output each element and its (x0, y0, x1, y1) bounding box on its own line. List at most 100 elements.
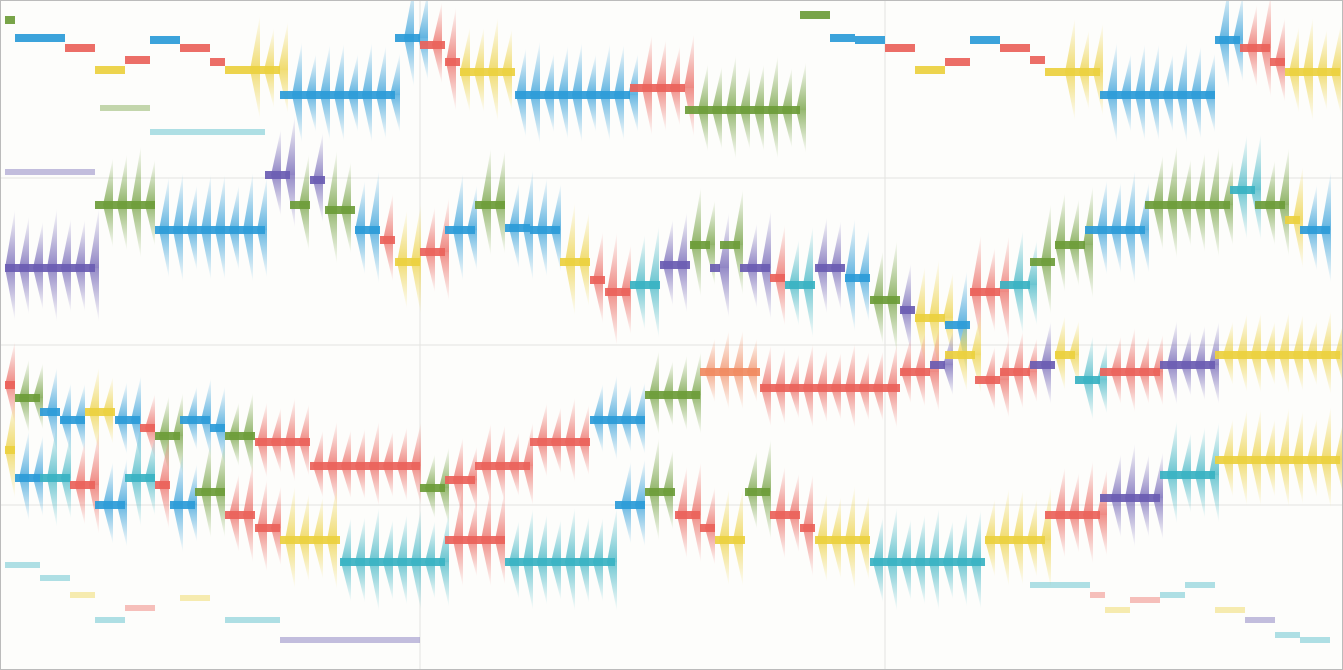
stroke-bar (590, 416, 645, 424)
stroke-bar (60, 416, 85, 424)
stroke-bar (225, 432, 255, 440)
stroke-bar (870, 296, 900, 304)
stroke-bar (15, 34, 40, 42)
stroke-bar (715, 536, 745, 544)
stroke-bar (1000, 44, 1030, 52)
stroke-bar (700, 368, 760, 376)
stroke-bar (915, 314, 945, 322)
stroke-bar (1000, 281, 1030, 289)
faint-bar (100, 105, 150, 111)
stroke-bar (155, 226, 265, 234)
stroke-bar (195, 488, 225, 496)
stroke-bar (355, 226, 380, 234)
stroke-bar (1215, 36, 1240, 44)
stroke-bar (445, 536, 505, 544)
faint-bar (5, 562, 40, 568)
stroke-bar (1030, 361, 1055, 369)
stroke-bar (770, 511, 800, 519)
stroke-bar (870, 558, 985, 566)
stroke-bar (945, 321, 970, 329)
stroke-bar (760, 384, 900, 392)
stroke-bar (5, 381, 15, 389)
stroke-bar (420, 248, 445, 256)
stroke-bar (1240, 44, 1270, 52)
stroke-bar (180, 44, 210, 52)
faint-bar (225, 617, 280, 623)
stroke-bar (970, 36, 1000, 44)
stroke-bar (985, 536, 1045, 544)
stroke-bar (395, 34, 420, 42)
stroke-bar (475, 201, 505, 209)
stroke-bar (155, 432, 180, 440)
stroke-bar (770, 274, 785, 282)
stroke-bar (1100, 91, 1215, 99)
faint-bar (5, 169, 95, 175)
stroke-bar (420, 484, 445, 492)
stroke-bar (1000, 368, 1030, 376)
faint-bar (1215, 607, 1245, 613)
stroke-bar (280, 536, 340, 544)
stroke-bar (95, 66, 125, 74)
stroke-bar (40, 474, 70, 482)
stroke-bar (615, 501, 645, 509)
page: (() => { const svg = document.getElement… (0, 0, 1343, 670)
stroke-bar (1255, 201, 1285, 209)
stroke-bar (140, 424, 155, 432)
stroke-bar (800, 11, 830, 19)
faint-bar (1245, 617, 1275, 623)
stroke-bar (340, 558, 445, 566)
stroke-bar (1230, 186, 1255, 194)
stroke-bar (930, 361, 945, 369)
stroke-bar (15, 474, 40, 482)
stroke-bar (1145, 201, 1230, 209)
stroke-bar (690, 241, 710, 249)
stroke-bar (855, 36, 885, 44)
stroke-bar (720, 241, 740, 249)
stroke-bar (1030, 56, 1045, 64)
stroke-bar (815, 264, 845, 272)
stroke-bar (900, 306, 915, 314)
stroke-bar (785, 281, 815, 289)
stroke-bar (530, 226, 560, 234)
stroke-bar (1160, 361, 1215, 369)
stroke-bar (745, 488, 770, 496)
stroke-bar (210, 58, 225, 66)
stroke-bar (5, 264, 95, 272)
stroke-bar (460, 68, 515, 76)
stroke-bar (590, 276, 605, 284)
stroke-bar (125, 56, 150, 64)
stroke-bar (445, 226, 475, 234)
artwork (0, 0, 1343, 670)
stroke-bar (915, 66, 945, 74)
faint-bar (1030, 582, 1090, 588)
stroke-bar (1030, 258, 1055, 266)
stroke-bar (125, 474, 155, 482)
stroke-bar (945, 351, 975, 359)
stroke-bar (210, 424, 225, 432)
stroke-bar (660, 261, 690, 269)
stroke-bar (845, 274, 870, 282)
stroke-bar (1160, 471, 1215, 479)
stroke-bar (5, 16, 15, 24)
stroke-bar (15, 394, 40, 402)
faint-bar (40, 575, 70, 581)
stroke-bar (1300, 226, 1330, 234)
stroke-bar (885, 44, 915, 52)
stroke-bar (95, 201, 155, 209)
stroke-bar (1045, 511, 1100, 519)
stroke-bar (5, 446, 15, 454)
stroke-bar (170, 501, 195, 509)
stroke-bar (475, 462, 530, 470)
stroke-bar (630, 281, 660, 289)
stroke-bar (1100, 494, 1160, 502)
stroke-bar (645, 391, 700, 399)
stroke-bar (560, 258, 590, 266)
faint-bar (150, 129, 265, 135)
stroke-bar (395, 258, 420, 266)
faint-bar (180, 595, 210, 601)
stroke-bar (675, 511, 700, 519)
stroke-bar (180, 416, 210, 424)
faint-bar (1105, 607, 1130, 613)
stroke-bar (380, 236, 395, 244)
faint-bar (70, 592, 95, 598)
